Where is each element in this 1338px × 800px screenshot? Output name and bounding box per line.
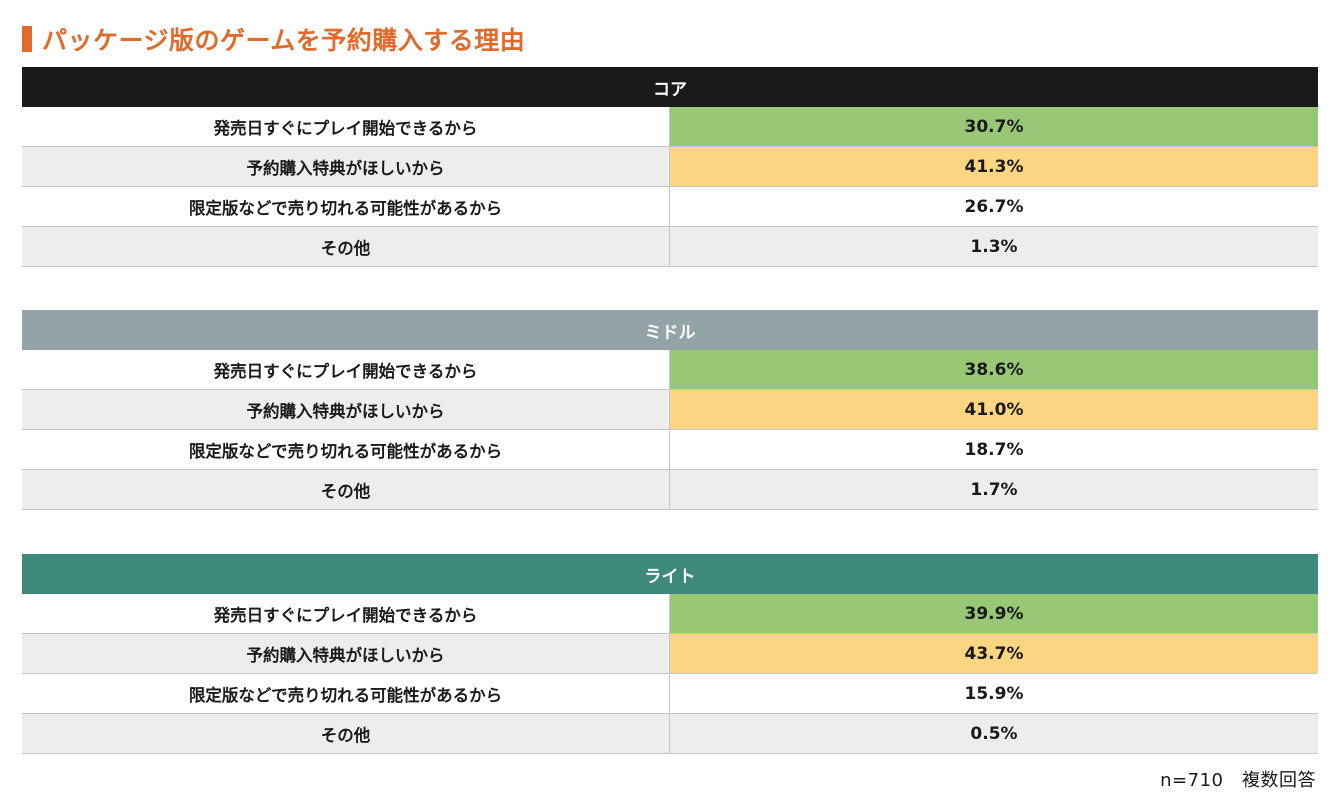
row-value: 1.3%: [970, 236, 1018, 257]
table-row: 予約購入特典がほしいから 43.7%: [22, 634, 1318, 674]
row-value: 39.9%: [670, 594, 1318, 633]
row-label: 限定版などで売り切れる可能性があるから: [22, 187, 670, 226]
table-row: その他 0.5%: [22, 714, 1318, 754]
segment-header-core: コア: [22, 67, 1318, 107]
row-label: その他: [22, 714, 670, 753]
row-value: 41.3%: [670, 147, 1318, 186]
table-row: 発売日すぐにプレイ開始できるから 38.6%: [22, 350, 1318, 390]
segment-table-core: コア 発売日すぐにプレイ開始できるから 30.7% 予約購入特典がほしいから 41.3%…: [22, 67, 1318, 267]
row-label: 発売日すぐにプレイ開始できるから: [22, 350, 670, 389]
row-value: 18.7%: [964, 439, 1024, 460]
row-label: 限定版などで売り切れる可能性があるから: [22, 674, 670, 713]
table-row: 限定版などで売り切れる可能性があるから 15.9%: [22, 674, 1318, 714]
row-label: その他: [22, 470, 670, 509]
chart-title-text: パッケージ版のゲームを予約購入する理由: [42, 26, 526, 55]
row-label: 予約購入特典がほしいから: [22, 634, 670, 673]
row-value: 41.0%: [670, 390, 1318, 429]
row-value: 30.7%: [670, 107, 1318, 146]
row-value: 43.7%: [670, 634, 1318, 673]
table-row: 発売日すぐにプレイ開始できるから 30.7%: [22, 107, 1318, 147]
table-row: その他 1.3%: [22, 227, 1318, 267]
row-label: 限定版などで売り切れる可能性があるから: [22, 430, 670, 469]
row-value: 15.9%: [964, 683, 1024, 704]
row-label: 予約購入特典がほしいから: [22, 147, 670, 186]
table-row: 発売日すぐにプレイ開始できるから 39.9%: [22, 594, 1318, 634]
row-value: 0.5%: [970, 723, 1018, 744]
segment-table-light: ライト 発売日すぐにプレイ開始できるから 39.9% 予約購入特典がほしいから 43.7…: [22, 554, 1318, 754]
chart-title: パッケージ版のゲームを予約購入する理由: [22, 22, 525, 56]
sample-size-note: n=710 複数回答: [1160, 770, 1316, 791]
segment-header-middle: ミドル: [22, 310, 1318, 350]
table-row: 予約購入特典がほしいから 41.3%: [22, 147, 1318, 187]
segment-header-light: ライト: [22, 554, 1318, 594]
row-value: 38.6%: [670, 350, 1318, 389]
row-label: 発売日すぐにプレイ開始できるから: [22, 107, 670, 146]
row-label: 発売日すぐにプレイ開始できるから: [22, 594, 670, 633]
segment-table-middle: ミドル 発売日すぐにプレイ開始できるから 38.6% 予約購入特典がほしいから 41.0…: [22, 310, 1318, 510]
table-row: 限定版などで売り切れる可能性があるから 26.7%: [22, 187, 1318, 227]
table-row: 限定版などで売り切れる可能性があるから 18.7%: [22, 430, 1318, 470]
table-row: 予約購入特典がほしいから 41.0%: [22, 390, 1318, 430]
row-value: 26.7%: [964, 196, 1024, 217]
row-label: 予約購入特典がほしいから: [22, 390, 670, 429]
title-accent-bar: [22, 26, 32, 52]
row-value: 1.7%: [970, 479, 1018, 500]
table-row: その他 1.7%: [22, 470, 1318, 510]
row-label: その他: [22, 227, 670, 266]
